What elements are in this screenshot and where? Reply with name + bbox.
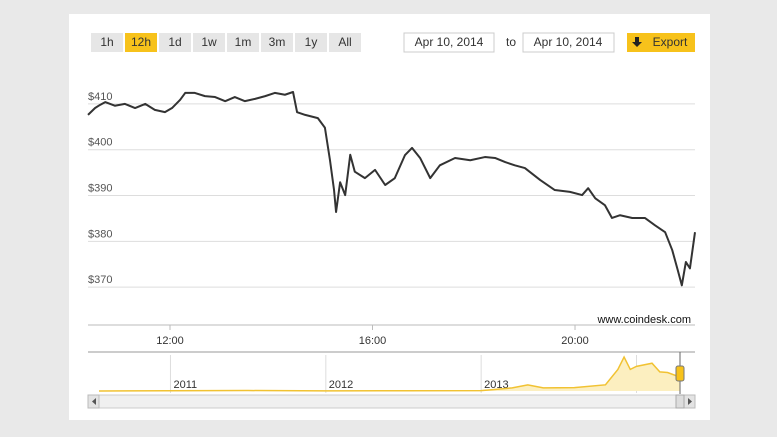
range-button[interactable] [159, 33, 191, 52]
range-label: 12h [131, 35, 151, 49]
range-button[interactable] [125, 33, 157, 52]
from-date: Apr 10, 2014 [415, 35, 484, 49]
range-button[interactable] [227, 33, 259, 52]
range-button[interactable] [295, 33, 327, 52]
to-label: to [506, 35, 516, 49]
arrow-left [92, 398, 96, 405]
export-label: Export [653, 35, 688, 49]
price-line [87, 90, 696, 287]
range-label: All [338, 35, 351, 49]
year-label: 2011 [173, 379, 197, 391]
to-date-box[interactable] [522, 32, 615, 53]
y-tick-label: $390 [88, 182, 112, 194]
year-label: 2012 [329, 379, 353, 391]
x-tick-label: 12:00 [156, 335, 184, 347]
to-date: Apr 10, 2014 [534, 35, 603, 49]
arrow-right [688, 398, 692, 405]
range-button[interactable] [329, 33, 361, 52]
range-label: 1w [201, 35, 217, 49]
y-tick-label: $400 [88, 137, 112, 149]
handle[interactable] [675, 365, 685, 382]
y-tick-label: $410 [88, 91, 112, 103]
navigator-line [98, 355, 681, 392]
range-button[interactable] [261, 33, 293, 52]
range-label: 3m [269, 35, 286, 49]
range-buttons: 1h 12h 1d 1w 1m 3m 1y All [91, 33, 361, 52]
scrollbar[interactable] [87, 394, 696, 409]
source: www.coindesk.com [596, 314, 691, 326]
range-label: 1d [168, 35, 181, 49]
export-icon [632, 37, 642, 47]
range-label: 1m [235, 35, 252, 49]
y-tick-label: $370 [88, 274, 112, 286]
range-label: 1h [100, 35, 113, 49]
navigator-area [99, 357, 680, 391]
year-label: 2013 [484, 379, 508, 391]
range-label: 1y [305, 35, 318, 49]
range-button[interactable] [193, 33, 225, 52]
range-button[interactable] [91, 33, 123, 52]
x-tick-label: 16:00 [359, 335, 387, 347]
y-tick-label: $380 [88, 228, 112, 240]
scroll-thumb[interactable] [675, 394, 685, 409]
export-button[interactable] [627, 33, 695, 52]
x-tick-label: 20:00 [561, 335, 589, 347]
from-date-box[interactable] [403, 32, 495, 53]
